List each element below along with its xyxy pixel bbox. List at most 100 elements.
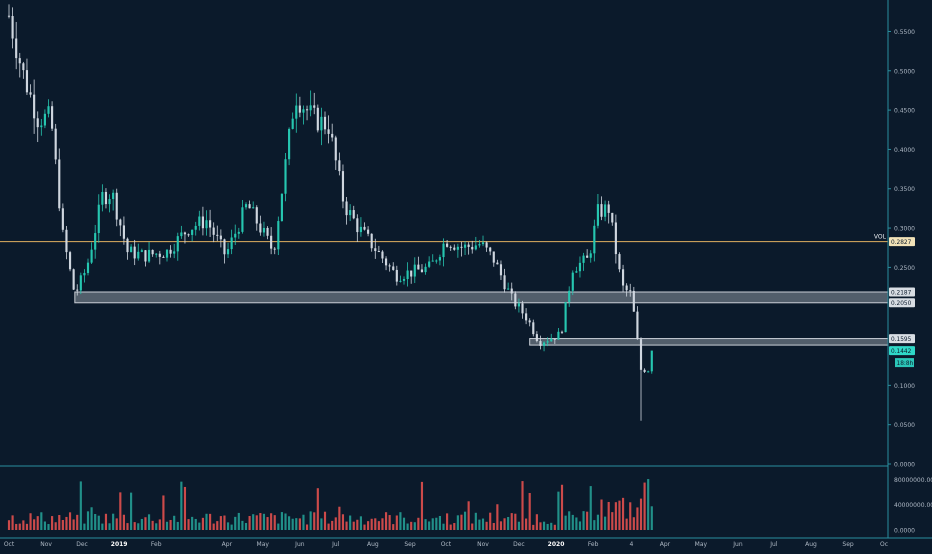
volume-bar	[18, 523, 21, 530]
candle-body	[406, 270, 409, 280]
volume-bar	[410, 521, 413, 530]
price-tick-label: 0.2500	[894, 265, 915, 272]
candle-body	[36, 118, 39, 128]
candle-body	[428, 261, 431, 267]
volume-bar	[600, 499, 603, 530]
volume-bar	[589, 486, 592, 530]
volume-bar	[165, 521, 169, 530]
volume-bar	[564, 515, 567, 530]
volume-bar	[446, 513, 449, 530]
candle-body	[381, 251, 384, 259]
countdown-bg	[895, 358, 914, 368]
volume-bar	[611, 512, 614, 530]
candle-body	[546, 341, 549, 343]
candle-body	[621, 269, 625, 286]
candle-body	[629, 290, 632, 292]
volume-bar	[90, 507, 93, 530]
candle-body	[244, 204, 248, 208]
candle-body	[485, 242, 488, 248]
volume-bar	[33, 519, 36, 530]
candle-body	[295, 105, 298, 119]
volume-bar	[320, 518, 323, 530]
volume-bar	[162, 495, 165, 530]
volume-bar	[144, 517, 147, 530]
volume-bar	[273, 515, 276, 530]
volume-tick-label: 0.0000	[894, 528, 915, 535]
candle-body	[535, 334, 538, 342]
candle-body	[151, 249, 154, 255]
volume-bar	[226, 522, 230, 530]
candle-body	[496, 262, 499, 265]
candle-body	[97, 204, 100, 234]
vol-level-line[interactable]: VOL	[0, 234, 888, 243]
volume-bar	[370, 518, 373, 530]
candle-body	[187, 234, 190, 236]
time-tick-label: Aug	[367, 541, 379, 548]
vol-line-label: VOL	[874, 234, 887, 241]
time-tick-label: Feb	[151, 541, 162, 548]
volume-bar	[352, 521, 355, 530]
candle-body	[51, 106, 54, 129]
volume-bar	[47, 524, 50, 530]
volume-bar	[155, 523, 158, 530]
volume-bar	[323, 511, 327, 530]
time-tick-label: Sep	[842, 541, 854, 548]
price-tick-label: 0.5500	[894, 29, 915, 36]
volume-bar	[126, 523, 129, 530]
volume-bar	[586, 511, 589, 530]
countdown-label: 18:8h	[897, 361, 914, 367]
candle-body	[639, 339, 643, 370]
volume-bar	[140, 518, 143, 530]
volume-bar	[550, 522, 553, 530]
candle-body	[463, 244, 467, 248]
candle-body	[226, 249, 230, 255]
volume-bar	[546, 523, 549, 530]
candle-body	[162, 256, 165, 258]
volume-bar	[618, 500, 621, 530]
volume-bar	[295, 518, 298, 530]
candle-body	[155, 253, 158, 255]
candle-body	[173, 251, 176, 254]
volume-bar	[115, 518, 118, 530]
candle-body	[212, 227, 215, 235]
volume-bar	[510, 513, 513, 530]
candle-body	[90, 249, 93, 263]
candle-body	[262, 227, 266, 233]
candle-body	[345, 201, 348, 216]
volume-bar	[528, 492, 531, 530]
volume-bar	[374, 518, 377, 530]
candle-body	[309, 105, 312, 111]
volume-bar	[517, 521, 520, 530]
upper-zone-bottom-tag-bg	[889, 298, 915, 308]
candle-body	[280, 193, 283, 222]
volume-bar	[636, 507, 639, 530]
volume-bar	[607, 501, 610, 530]
candle-body	[313, 105, 316, 108]
candle-body	[650, 350, 653, 372]
volume-bar	[313, 512, 316, 530]
volume-bar	[478, 519, 481, 530]
volume-bar	[40, 512, 43, 530]
time-tick-label: Jul	[769, 541, 778, 548]
volume-bar	[542, 521, 546, 530]
volume-bar	[596, 514, 599, 530]
candle-body	[305, 109, 309, 111]
time-tick-label: 4	[630, 541, 634, 548]
volume-bar	[406, 523, 409, 530]
candle-body	[586, 255, 589, 258]
volume-bar	[223, 515, 226, 530]
volume-bar	[496, 504, 499, 530]
candle-body	[568, 290, 571, 303]
volume-bar	[499, 521, 503, 530]
volume-bar	[381, 518, 384, 530]
candle-body	[550, 338, 553, 342]
candle-body	[607, 204, 610, 213]
volume-bar	[557, 491, 560, 530]
candle-body	[474, 245, 477, 250]
candle-body	[266, 227, 269, 236]
candle-body	[521, 303, 524, 314]
candle-body	[334, 137, 337, 161]
candle-body	[481, 242, 485, 245]
